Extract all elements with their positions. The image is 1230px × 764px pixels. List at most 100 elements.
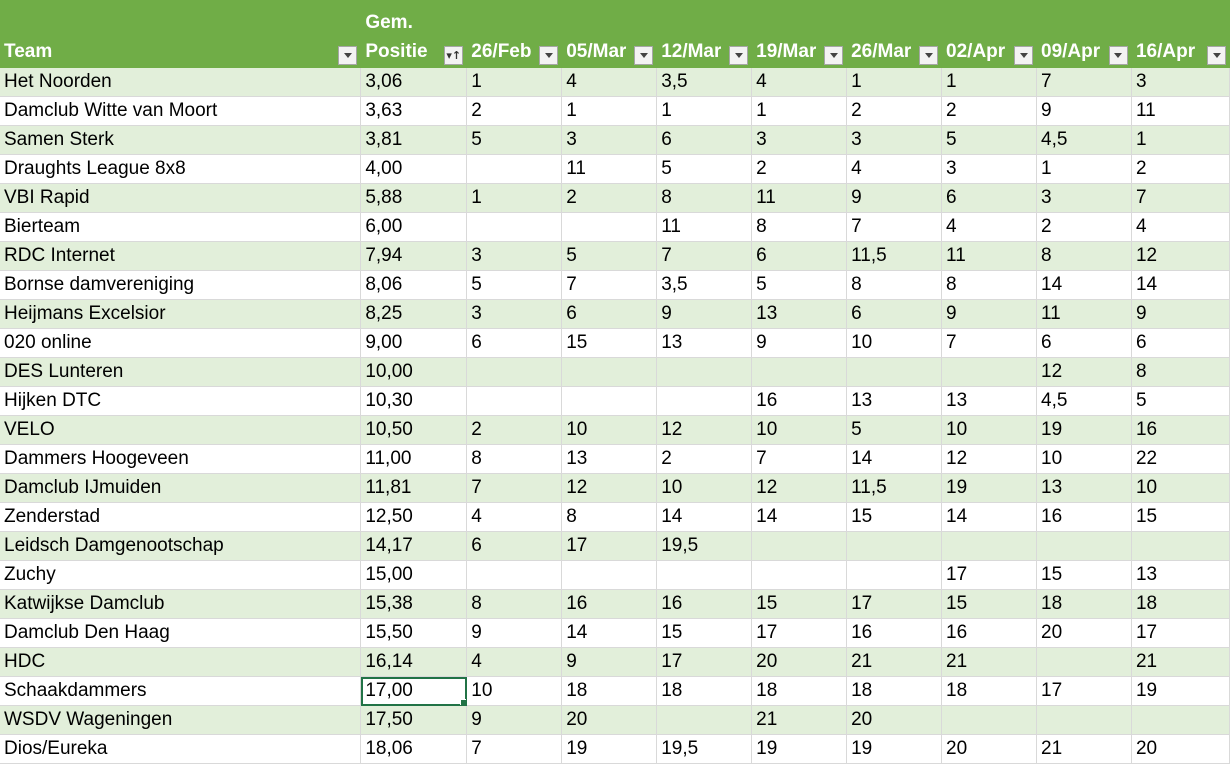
round-position-cell[interactable] xyxy=(466,386,563,416)
round-position-cell[interactable]: 3 xyxy=(846,125,943,155)
round-position-cell[interactable]: 6 xyxy=(656,125,753,155)
column-header-team[interactable]: Team xyxy=(0,0,362,68)
round-position-cell[interactable]: 10 xyxy=(466,676,563,706)
round-position-cell[interactable]: 14 xyxy=(846,444,943,474)
round-position-cell[interactable]: 1 xyxy=(846,68,943,97)
round-position-cell[interactable]: 9 xyxy=(466,705,563,735)
round-position-cell[interactable] xyxy=(941,705,1037,735)
round-position-cell[interactable]: 20 xyxy=(561,705,658,735)
round-position-cell[interactable]: 9 xyxy=(1131,299,1230,329)
team-name-cell[interactable]: 020 online xyxy=(0,328,362,358)
round-position-cell[interactable]: 12 xyxy=(1131,241,1230,271)
round-position-cell[interactable] xyxy=(561,560,658,590)
round-position-cell[interactable]: 6 xyxy=(561,299,658,329)
round-position-cell[interactable]: 15 xyxy=(751,589,848,619)
average-position-cell[interactable]: 3,06 xyxy=(360,68,468,97)
round-position-cell[interactable]: 14 xyxy=(656,502,753,532)
round-position-cell[interactable] xyxy=(941,357,1037,387)
round-position-cell[interactable]: 12 xyxy=(941,444,1037,474)
round-position-cell[interactable]: 7 xyxy=(1131,183,1230,213)
round-position-cell[interactable]: 8 xyxy=(941,270,1037,300)
round-position-cell[interactable]: 7 xyxy=(466,734,563,764)
round-position-cell[interactable] xyxy=(1036,531,1132,561)
round-position-cell[interactable]: 20 xyxy=(846,705,943,735)
column-header-12-mar[interactable]: 12/Mar xyxy=(656,0,753,68)
round-position-cell[interactable]: 3,5 xyxy=(656,68,753,97)
team-name-cell[interactable]: HDC xyxy=(0,647,362,677)
average-position-cell[interactable]: 7,94 xyxy=(360,241,468,271)
round-position-cell[interactable]: 10 xyxy=(751,415,848,445)
round-position-cell[interactable]: 5 xyxy=(751,270,848,300)
team-name-cell[interactable]: Heijmans Excelsior xyxy=(0,299,362,329)
column-header-05-mar[interactable]: 05/Mar xyxy=(561,0,658,68)
team-name-cell[interactable]: DES Lunteren xyxy=(0,357,362,387)
team-name-cell[interactable]: Draughts League 8x8 xyxy=(0,154,362,184)
round-position-cell[interactable]: 7 xyxy=(751,444,848,474)
team-name-cell[interactable]: Damclub IJmuiden xyxy=(0,473,362,503)
round-position-cell[interactable]: 1 xyxy=(656,96,753,126)
round-position-cell[interactable]: 16 xyxy=(846,618,943,648)
round-position-cell[interactable]: 17 xyxy=(656,647,753,677)
round-position-cell[interactable]: 3 xyxy=(1036,183,1132,213)
round-position-cell[interactable]: 1 xyxy=(1036,154,1132,184)
column-header-16-apr[interactable]: 16/Apr xyxy=(1131,0,1230,68)
round-position-cell[interactable]: 3 xyxy=(751,125,848,155)
round-position-cell[interactable]: 5 xyxy=(1131,386,1230,416)
average-position-cell[interactable]: 9,00 xyxy=(360,328,468,358)
round-position-cell[interactable]: 21 xyxy=(751,705,848,735)
filter-dropdown-icon[interactable] xyxy=(919,46,939,65)
average-position-cell[interactable]: 12,50 xyxy=(360,502,468,532)
average-position-cell[interactable]: 8,06 xyxy=(360,270,468,300)
round-position-cell[interactable] xyxy=(1131,531,1230,561)
round-position-cell[interactable]: 2 xyxy=(1131,154,1230,184)
round-position-cell[interactable] xyxy=(846,560,943,590)
team-name-cell[interactable]: Katwijkse Damclub xyxy=(0,589,362,619)
round-position-cell[interactable]: 5 xyxy=(466,270,563,300)
round-position-cell[interactable] xyxy=(656,357,753,387)
round-position-cell[interactable]: 10 xyxy=(656,473,753,503)
round-position-cell[interactable]: 5 xyxy=(941,125,1037,155)
round-position-cell[interactable] xyxy=(466,357,563,387)
round-position-cell[interactable] xyxy=(846,531,943,561)
round-position-cell[interactable]: 21 xyxy=(1036,734,1132,764)
round-position-cell[interactable]: 10 xyxy=(941,415,1037,445)
round-position-cell[interactable]: 16 xyxy=(656,589,753,619)
round-position-cell[interactable]: 1 xyxy=(751,96,848,126)
round-position-cell[interactable] xyxy=(751,531,848,561)
round-position-cell[interactable]: 7 xyxy=(1036,68,1132,97)
team-name-cell[interactable]: Hijken DTC xyxy=(0,386,362,416)
round-position-cell[interactable]: 10 xyxy=(1036,444,1132,474)
round-position-cell[interactable]: 2 xyxy=(466,415,563,445)
filter-dropdown-icon[interactable] xyxy=(338,46,358,65)
round-position-cell[interactable]: 14 xyxy=(751,502,848,532)
average-position-cell[interactable]: 15,50 xyxy=(360,618,468,648)
round-position-cell[interactable]: 20 xyxy=(941,734,1037,764)
round-position-cell[interactable]: 5 xyxy=(656,154,753,184)
round-position-cell[interactable]: 8 xyxy=(466,589,563,619)
round-position-cell[interactable]: 18 xyxy=(561,676,658,706)
round-position-cell[interactable]: 11 xyxy=(1131,96,1230,126)
round-position-cell[interactable] xyxy=(656,560,753,590)
round-position-cell[interactable]: 9 xyxy=(656,299,753,329)
round-position-cell[interactable] xyxy=(561,386,658,416)
round-position-cell[interactable]: 13 xyxy=(1131,560,1230,590)
team-name-cell[interactable]: Zenderstad xyxy=(0,502,362,532)
round-position-cell[interactable] xyxy=(466,154,563,184)
filter-dropdown-icon[interactable] xyxy=(1108,46,1128,65)
round-position-cell[interactable]: 18 xyxy=(846,676,943,706)
round-position-cell[interactable]: 6 xyxy=(751,241,848,271)
round-position-cell[interactable]: 20 xyxy=(1131,734,1230,764)
round-position-cell[interactable]: 14 xyxy=(561,618,658,648)
team-name-cell[interactable]: Dammers Hoogeveen xyxy=(0,444,362,474)
round-position-cell[interactable]: 6 xyxy=(1131,328,1230,358)
round-position-cell[interactable]: 21 xyxy=(1131,647,1230,677)
team-name-cell[interactable]: Dios/Eureka xyxy=(0,734,362,764)
round-position-cell[interactable]: 11,5 xyxy=(846,473,943,503)
filter-dropdown-icon[interactable] xyxy=(1014,46,1033,65)
column-header-19-mar[interactable]: 19/Mar xyxy=(751,0,848,68)
round-position-cell[interactable]: 19 xyxy=(751,734,848,764)
round-position-cell[interactable]: 18 xyxy=(656,676,753,706)
round-position-cell[interactable]: 4 xyxy=(1131,212,1230,242)
round-position-cell[interactable]: 11 xyxy=(1036,299,1132,329)
